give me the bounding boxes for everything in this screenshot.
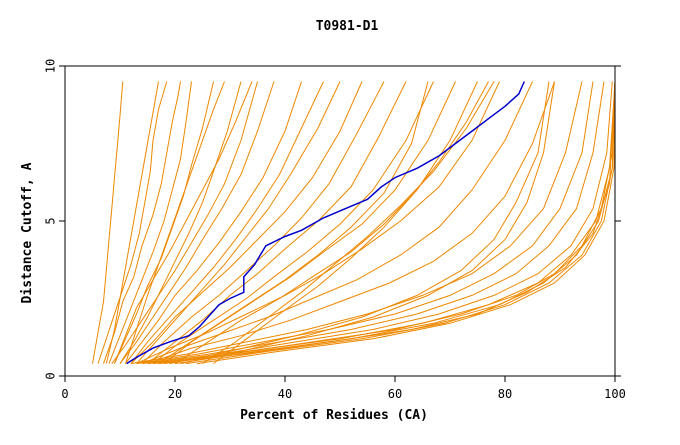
series-line-16	[174, 81, 478, 365]
y-tick-label: 5	[44, 217, 58, 224]
x-tick-label: 80	[498, 387, 512, 401]
x-axis-label: Percent of Residues (CA)	[240, 408, 428, 423]
series-line-6	[111, 81, 258, 364]
series-line-4	[114, 81, 214, 364]
series-line-15	[163, 81, 456, 364]
series-line-38	[158, 81, 429, 365]
y-axis-ticks: 0 5 10	[44, 59, 621, 380]
series-line-10	[136, 81, 341, 364]
series-line-5	[119, 81, 242, 364]
series-line-12	[141, 81, 385, 364]
series-line-1	[97, 81, 168, 364]
series-line-14	[152, 81, 434, 364]
series-line-7	[119, 81, 275, 364]
highlight-series-line	[126, 81, 525, 365]
x-axis-ticks: 0 20 40 60 80 100	[61, 376, 626, 401]
series-line-27	[174, 81, 616, 365]
series-line-28	[185, 81, 616, 365]
x-tick-label: 40	[278, 387, 292, 401]
x-tick-label: 0	[61, 387, 68, 401]
series-line-31	[180, 81, 555, 365]
series-line-9	[130, 81, 324, 364]
series-line-35	[202, 81, 495, 365]
series-line-21	[136, 81, 594, 365]
series-layer	[92, 81, 616, 365]
series-line-34	[125, 81, 225, 364]
x-tick-label: 60	[388, 387, 402, 401]
series-line-11	[130, 81, 363, 364]
series-line-20	[130, 81, 583, 365]
y-axis-label: Distance Cutoff, A	[20, 162, 35, 303]
series-line-3	[108, 81, 192, 364]
series-line-23	[147, 81, 613, 365]
series-line-32	[92, 81, 124, 364]
series-line-29	[196, 81, 616, 365]
series-line-33	[105, 81, 159, 364]
series-line-37	[114, 81, 253, 364]
y-tick-label: 0	[44, 372, 58, 379]
series-line-22	[141, 81, 605, 365]
y-tick-label: 10	[44, 59, 58, 73]
highlight-series-layer	[126, 81, 525, 365]
series-line-19	[147, 81, 555, 365]
chart-title: T0981-D1	[316, 19, 379, 34]
series-line-36	[213, 81, 489, 364]
x-tick-label: 20	[168, 387, 182, 401]
series-line-26	[163, 81, 616, 365]
series-line-2	[103, 81, 181, 364]
series-line-8	[125, 81, 302, 364]
series-line-18	[141, 81, 533, 365]
series-line-13	[147, 81, 407, 364]
series-line-30	[169, 81, 550, 365]
x-tick-label: 100	[604, 387, 626, 401]
